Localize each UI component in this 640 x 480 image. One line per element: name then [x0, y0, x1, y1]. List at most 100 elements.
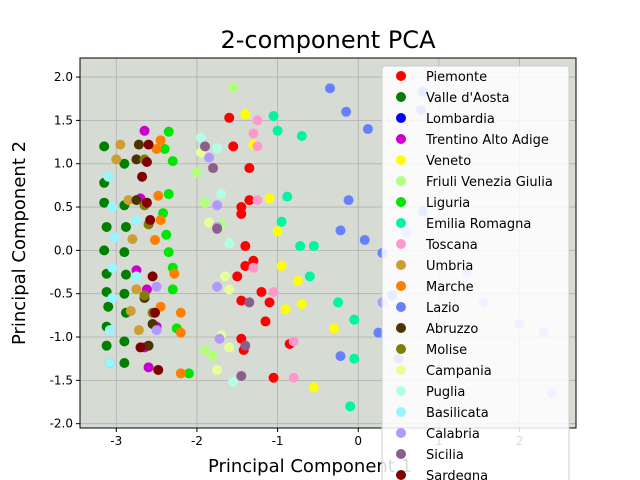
data-point	[99, 197, 110, 208]
data-point	[131, 271, 142, 282]
data-point	[335, 351, 346, 362]
legend-label: Lazio	[426, 301, 460, 316]
data-point	[208, 163, 219, 174]
data-point	[236, 295, 247, 306]
series-piemonte	[224, 112, 295, 383]
legend-entry: Sardegna	[396, 469, 488, 480]
data-point	[204, 217, 215, 228]
data-point	[343, 195, 354, 206]
series-sicilia	[200, 141, 255, 382]
data-point	[153, 364, 164, 375]
data-point	[159, 143, 170, 154]
data-point	[276, 216, 287, 227]
data-point	[131, 215, 142, 226]
legend-marker	[396, 113, 406, 123]
legend-entry: Abruzzo	[396, 322, 478, 337]
data-point	[216, 189, 227, 200]
data-point	[362, 124, 373, 135]
data-point	[200, 197, 211, 208]
plot-frame	[79, 57, 577, 429]
data-point	[155, 215, 166, 226]
data-point	[333, 297, 344, 308]
data-point	[175, 307, 186, 318]
data-point	[131, 195, 142, 206]
data-point	[260, 316, 271, 327]
legend-marker	[396, 281, 406, 291]
legend-marker	[396, 344, 406, 354]
legend-marker	[396, 260, 406, 270]
legend-marker	[396, 218, 406, 228]
legend-label: Sardegna	[426, 469, 488, 480]
data-point	[359, 234, 370, 245]
y-tick-label: 2.0	[54, 70, 73, 84]
data-point	[280, 304, 291, 315]
y-tick-label: 1.5	[54, 113, 73, 127]
data-point	[120, 269, 131, 280]
data-point	[228, 141, 239, 152]
data-point	[248, 262, 259, 273]
data-point	[109, 232, 120, 243]
y-axis-ticks: -2.0 -1.5 -1.0 -0.5 0.0 0.5 1.0 1.5 2.0	[50, 70, 80, 431]
legend-marker	[396, 365, 406, 375]
data-point	[349, 314, 360, 325]
legend-marker	[396, 428, 406, 438]
legend-entry: Valle d'Aosta	[396, 91, 509, 106]
legend-marker	[396, 449, 406, 459]
data-point	[292, 275, 303, 286]
data-point	[133, 139, 144, 150]
y-axis-label: Principal Component 2	[9, 141, 30, 345]
data-point	[143, 340, 154, 351]
data-point	[119, 247, 130, 258]
data-point	[191, 167, 202, 178]
legend-marker	[396, 302, 406, 312]
data-point	[200, 345, 211, 356]
legend-label: Friuli Venezia Giulia	[426, 175, 553, 190]
data-point	[163, 126, 174, 137]
y-tick-label: -0.5	[50, 287, 73, 301]
data-point	[151, 325, 162, 336]
legend-marker	[396, 134, 406, 144]
data-point	[272, 226, 283, 237]
data-point	[99, 141, 110, 152]
data-point	[212, 143, 223, 154]
data-point	[131, 284, 142, 295]
data-point	[288, 372, 299, 383]
data-point	[308, 382, 319, 393]
data-point	[133, 325, 144, 336]
legend-label: Puglia	[426, 385, 465, 400]
data-point	[329, 323, 340, 334]
legend-entry: Lazio	[396, 301, 460, 316]
data-point	[248, 128, 259, 139]
data-point	[373, 327, 384, 338]
data-point	[240, 241, 251, 252]
y-tick-label: 1.0	[54, 157, 73, 171]
y-tick-label: 0.0	[54, 243, 73, 257]
legend-label: Marche	[426, 280, 474, 295]
legend-marker	[396, 386, 406, 396]
data-point	[101, 340, 112, 351]
legend-entry: Campania	[396, 364, 492, 379]
legend-entry: Umbria	[396, 259, 473, 274]
legend-entry: Friuli Venezia Giulia	[396, 175, 553, 190]
data-point	[268, 111, 279, 122]
data-point	[163, 247, 174, 258]
data-point	[127, 234, 138, 245]
data-point	[101, 221, 112, 232]
data-point	[308, 241, 319, 252]
data-point	[282, 191, 293, 202]
legend-entry: Marche	[396, 280, 474, 295]
legend-marker	[396, 407, 406, 417]
data-point	[169, 268, 180, 279]
data-point	[214, 333, 225, 344]
series-puglia	[195, 132, 239, 388]
legend-label: Piemonte	[426, 70, 487, 85]
data-point	[240, 260, 251, 271]
legend-entry: Piemonte	[396, 70, 487, 85]
y-tick-label: -1.0	[50, 330, 73, 344]
data-point	[119, 358, 130, 369]
legend-marker	[396, 92, 406, 102]
data-point	[212, 364, 223, 375]
legend-entry: Emilia Romagna	[396, 217, 531, 232]
legend-label: Abruzzo	[426, 322, 478, 337]
x-tick-label: -2	[191, 434, 203, 448]
